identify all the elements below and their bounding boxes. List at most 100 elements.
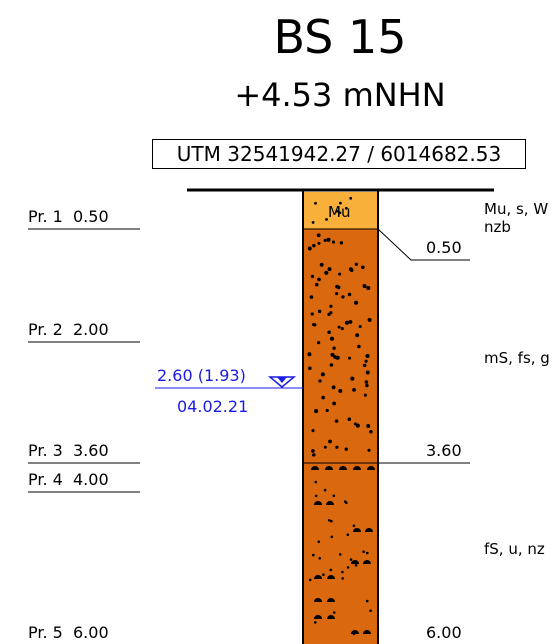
pattern-dot [334,291,339,296]
pattern-dot [330,535,334,539]
pattern-dot [329,304,333,308]
pattern-dot [314,480,318,484]
pattern-dot [331,240,335,244]
pattern-gravel [314,598,322,602]
pattern-dot [330,352,335,357]
sample-label-3: Pr. 3 3.60 [28,441,109,460]
pattern-gravel [325,466,333,470]
pattern-dot [367,317,372,322]
pattern-dot [310,312,314,316]
pattern-dot [365,383,369,388]
pattern-dot [344,320,349,325]
pattern-dot [319,262,324,267]
pattern-dot [335,355,340,360]
pattern-gravel [327,598,335,602]
pattern-dot [311,449,315,453]
pattern-dot [323,488,327,492]
pattern-dot [327,330,331,335]
pattern-dot [355,333,360,338]
pattern-dot [312,453,316,457]
borehole-elevation: +4.53 mNHN [234,76,446,114]
pattern-dot [353,422,357,426]
pattern-dot [341,577,345,580]
pattern-dot [325,218,328,221]
layer-description-ms: mS, fs, g [484,349,550,367]
pattern-dot [362,550,365,553]
pattern-gravel [367,466,375,470]
pattern-dot [352,388,356,392]
sand-gravel-pattern [307,196,375,636]
pattern-dot [317,309,322,314]
pattern-dot [315,282,319,287]
pattern-gravel [327,615,335,619]
layer-mu-fill [303,192,378,229]
pattern-dot [338,389,343,393]
pattern-dot [337,325,341,329]
pattern-dot [328,439,332,444]
pattern-dot [358,324,362,329]
pattern-dot [324,270,329,275]
pattern-dot [329,568,333,572]
pattern-dot [316,233,321,238]
pattern-dot [350,376,355,381]
pattern-dot [318,379,322,383]
pattern-dot [352,524,356,527]
pattern-dot [369,609,372,612]
layer-bottom-3-60: 3.60 [426,441,462,460]
pattern-dot [308,366,312,371]
pattern-dot [309,295,314,299]
pattern-dot [367,448,371,452]
pattern-gravel [339,466,347,470]
pattern-dot [354,262,358,266]
pattern-dot [366,551,369,555]
pattern-gravel [314,615,322,619]
pattern-dot [348,319,353,324]
pattern-dot [348,267,353,272]
water-level-depth: 2.60 (1.93) [157,366,246,385]
layer-description-mu-line2: nzb [484,218,511,236]
layer-bottom-0-50: 0.50 [426,238,462,257]
pattern-gravel [365,528,373,532]
pattern-dot [312,243,316,248]
pattern-dot [347,292,352,297]
pattern-dot [308,578,312,582]
pattern-dot [336,285,341,290]
pattern-dot [364,359,368,363]
pattern-dot [341,295,345,299]
pattern-dot [343,500,347,503]
pattern-dot [320,372,325,377]
pattern-dot [364,380,369,384]
borehole-title: BS 15 [273,10,407,64]
pattern-dot [316,340,321,345]
pattern-dot [338,211,342,215]
pattern-dot [338,272,342,276]
layer-ms-fill [303,229,378,463]
layer-bottom-6-00: 6.00 [426,623,462,642]
pattern-dot [354,564,358,567]
pattern-gravel [326,501,334,505]
pattern-dot [349,196,353,200]
pattern-dot [365,353,370,359]
pattern-gravel [363,560,371,564]
pattern-dot [314,201,317,205]
pattern-dot [357,344,361,349]
pattern-gravel [311,466,319,470]
pattern-dot [311,429,315,433]
sample-label-2: Pr. 2 2.00 [28,320,109,339]
pattern-dot [366,285,371,291]
pattern-dot [334,419,339,423]
pattern-dot [339,241,344,245]
pattern-dot [332,346,336,350]
pattern-dot [361,265,365,270]
pattern-dot [335,209,339,213]
layer-description-fs: fS, u, nz [484,540,545,558]
pattern-dot [347,417,352,421]
pattern-gravel [363,630,371,634]
pattern-gravel [314,575,322,579]
pattern-gravel [353,466,361,470]
pattern-dot [327,267,332,272]
leader-0-50 [377,228,470,261]
pattern-dot [340,327,344,331]
pattern-dot [339,201,342,205]
